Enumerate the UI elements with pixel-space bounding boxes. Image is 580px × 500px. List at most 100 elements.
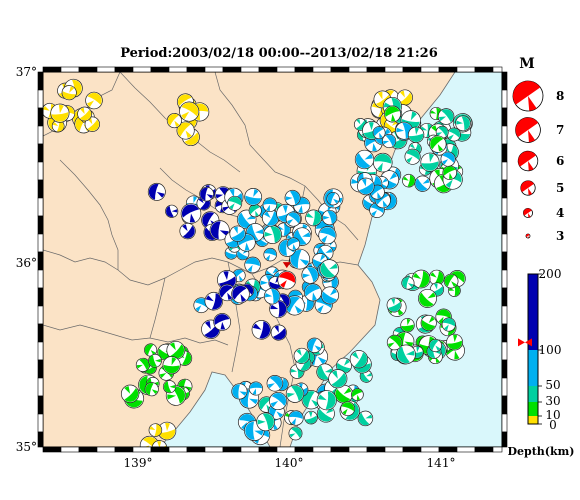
focal-mechanism-quadrant xyxy=(270,226,281,243)
lat-label-36: 36° xyxy=(16,256,37,270)
magnitude-label-7: 7 xyxy=(556,123,564,137)
focal-mechanism-quadrant xyxy=(169,384,176,389)
focal-mechanism-quadrant xyxy=(318,408,333,422)
focal-mechanism-quadrant xyxy=(311,399,320,407)
focal-mechanism-quadrant xyxy=(225,251,237,259)
focal-mechanism xyxy=(305,209,322,227)
focal-mechanism-quadrant xyxy=(419,292,434,307)
focal-mechanism-quadrant xyxy=(182,225,195,239)
focal-mechanism-quadrant xyxy=(422,178,430,184)
focal-mechanism-quadrant xyxy=(409,133,424,142)
focal-mechanism xyxy=(269,391,288,411)
focal-mechanism xyxy=(277,270,297,290)
frame-segment xyxy=(114,446,134,453)
lon-label-139: 139° xyxy=(124,456,153,470)
focal-mechanism-quadrant xyxy=(368,122,374,131)
focal-mechanism-quadrant xyxy=(244,242,250,251)
focal-mechanism xyxy=(85,91,103,110)
focal-mechanism-quadrant xyxy=(409,143,416,149)
focal-mechanism-quadrant xyxy=(443,166,456,176)
focal-mechanism-quadrant xyxy=(262,413,274,430)
focal-mechanism-quadrant xyxy=(269,376,283,389)
focal-mechanism-quadrant xyxy=(69,86,74,93)
frame-segment xyxy=(222,66,242,73)
focal-mechanism-quadrant xyxy=(269,281,282,290)
focal-mechanism-quadrant xyxy=(274,325,279,333)
focal-mechanism-quadrant xyxy=(152,381,159,386)
focal-mechanism-quadrant xyxy=(282,205,288,214)
focal-mechanism-quadrant xyxy=(299,383,303,390)
focal-mechanism-quadrant xyxy=(264,293,273,298)
focal-mechanism-quadrant xyxy=(290,368,298,373)
focal-mechanism-quadrant xyxy=(429,153,434,163)
focal-mechanism-quadrant xyxy=(143,436,159,447)
frame-segment xyxy=(330,446,350,453)
focal-mechanism-quadrant xyxy=(252,323,262,330)
focal-mechanism xyxy=(288,426,303,441)
frame-segment xyxy=(501,233,508,253)
magnitude-label-8: 8 xyxy=(556,89,564,103)
focal-mechanism-quadrant xyxy=(294,305,303,314)
focal-mechanism xyxy=(286,237,301,251)
map-title: Period:2003/02/18 00:00--2013/02/18 21:2… xyxy=(120,46,438,61)
focal-mechanism-quadrant xyxy=(388,342,395,348)
focal-mechanism xyxy=(429,135,447,153)
focal-mechanism-quadrant xyxy=(245,257,260,267)
focal-mechanism-quadrant xyxy=(58,104,64,114)
focal-mechanism xyxy=(162,380,177,394)
map-frame xyxy=(37,66,508,453)
lat-label-37: 37° xyxy=(16,65,37,79)
focal-mechanism-quadrant xyxy=(181,102,199,117)
magnitude-legend-symbol xyxy=(515,117,541,143)
focal-mechanism-quadrant xyxy=(259,321,271,339)
focal-mechanism-quadrant xyxy=(278,301,287,317)
focal-mechanism xyxy=(386,297,402,313)
focal-mechanism xyxy=(321,209,338,226)
focal-mechanism-outline xyxy=(151,440,168,447)
focal-mechanism-quadrant xyxy=(151,389,158,394)
focal-mechanism-quadrant xyxy=(206,194,213,199)
focal-mechanism-quadrant xyxy=(383,140,390,145)
focal-mechanism xyxy=(437,108,455,125)
focal-mechanism-quadrant xyxy=(155,358,161,363)
focal-mechanism-quadrant xyxy=(239,391,247,396)
focal-mechanism xyxy=(446,333,463,351)
focal-mechanism-quadrant xyxy=(374,154,392,164)
frame-segment xyxy=(37,377,44,397)
depth-label-50: 50 xyxy=(545,378,560,392)
depth-colorbar: 200 100 50 30 10 0 Depth(km) xyxy=(508,267,575,458)
depth-label-0: 0 xyxy=(549,418,557,432)
focal-mechanism-quadrant xyxy=(280,280,287,288)
focal-mechanism-quadrant xyxy=(407,174,415,187)
depth-colorbar-ticks xyxy=(538,273,542,425)
focal-mechanism-quadrant xyxy=(302,232,311,237)
depth-colorbar-band xyxy=(528,416,538,424)
focal-mechanism-quadrant xyxy=(51,112,69,122)
focal-mechanism-quadrant xyxy=(245,421,255,440)
focal-mechanism-quadrant xyxy=(198,197,204,204)
focal-mechanism-quadrant xyxy=(377,162,383,172)
focal-mechanism-quadrant xyxy=(287,219,294,225)
focal-mechanism-quadrant xyxy=(321,235,328,243)
focal-mechanism xyxy=(180,203,202,224)
frame-segment xyxy=(78,446,98,453)
focal-mechanism xyxy=(218,284,236,302)
focal-mechanism xyxy=(263,225,282,244)
focal-mechanism-quadrant xyxy=(421,319,436,331)
frame-segment xyxy=(474,66,494,73)
focal-mechanism-quadrant xyxy=(437,144,444,152)
frame-segment xyxy=(37,197,44,217)
frame-segment xyxy=(132,446,152,453)
focal-mechanism-quadrant xyxy=(62,91,76,100)
frame-segment xyxy=(402,446,422,453)
focal-mechanism-quadrant xyxy=(307,338,317,352)
focal-mechanism-quadrant xyxy=(239,275,243,282)
focal-mechanism-quadrant xyxy=(159,373,167,378)
focal-mechanism xyxy=(382,133,397,149)
frame-segment xyxy=(420,446,440,453)
frame-segment xyxy=(42,66,62,73)
frame-segment xyxy=(501,215,508,235)
focal-mechanism-quadrant xyxy=(314,345,321,351)
focal-mechanism xyxy=(120,384,140,403)
